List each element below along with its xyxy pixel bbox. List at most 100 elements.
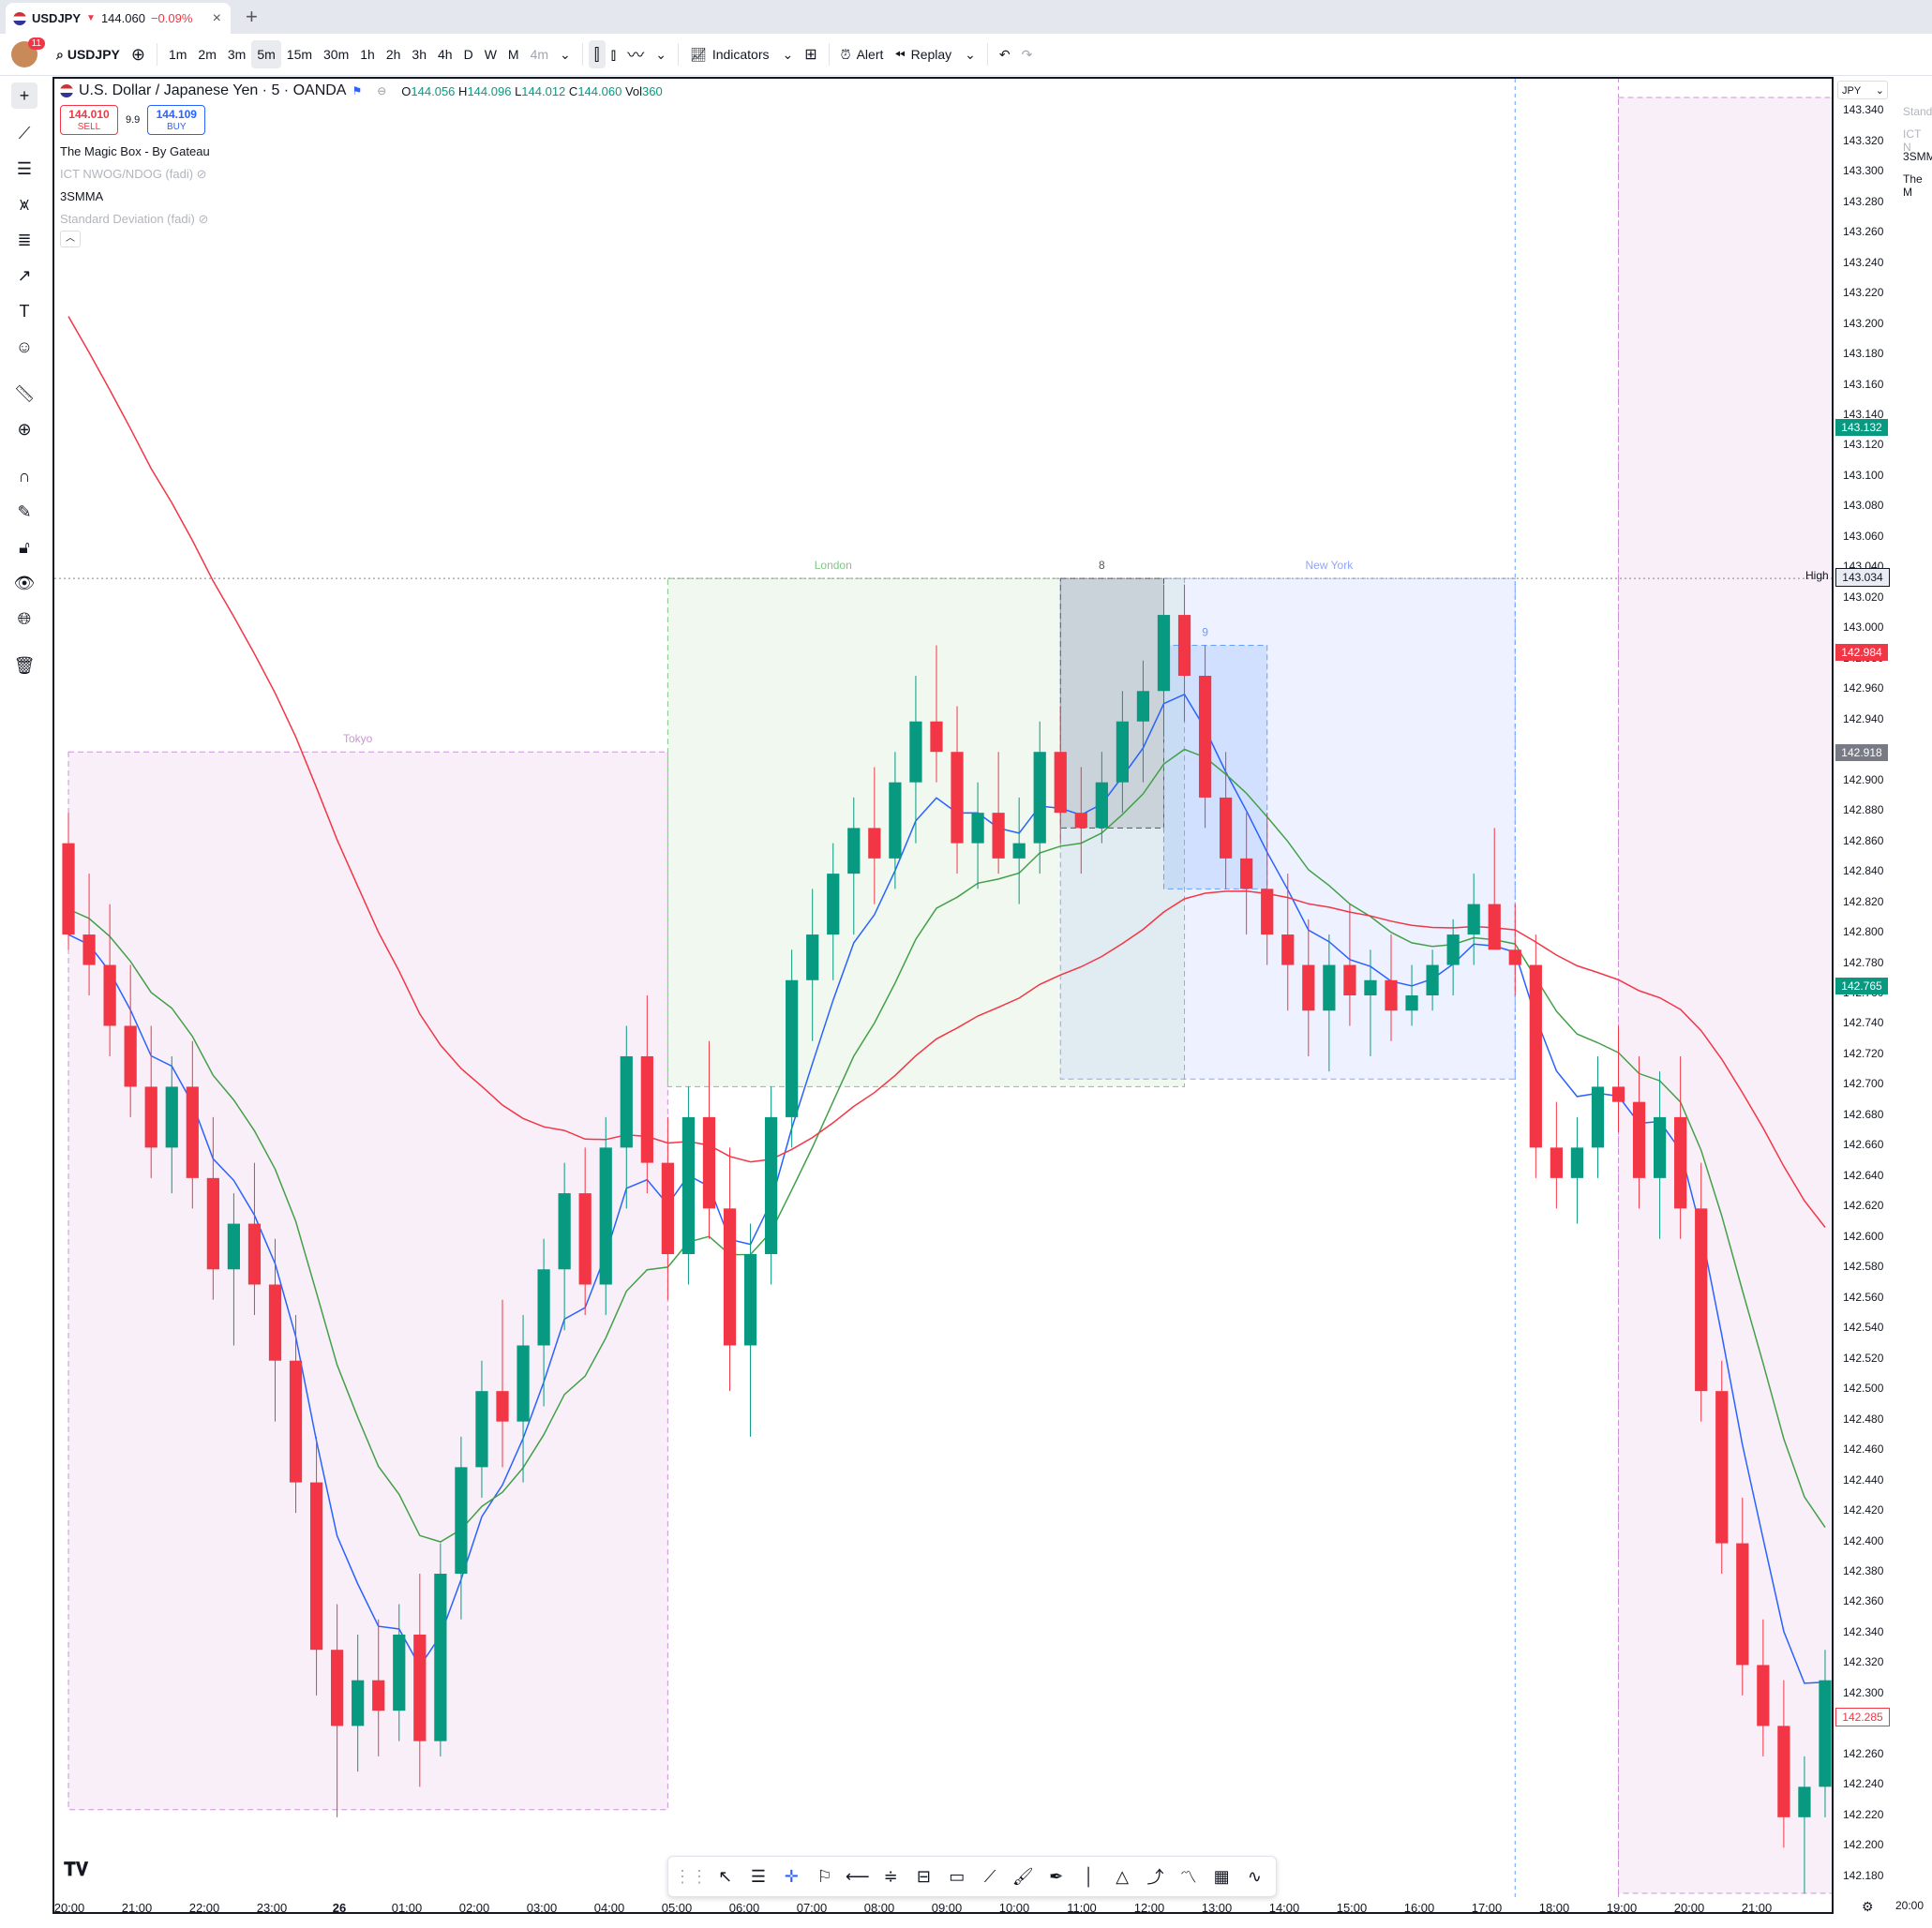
interval-m[interactable]: M [507,47,519,62]
tradingview-logo[interactable]: 𝐓𝐕 [64,1860,88,1881]
new-tab-button[interactable]: + [246,5,258,28]
interval-1m[interactable]: 1m [168,47,187,62]
interval-5m[interactable]: 5m [251,40,281,68]
interval-30m[interactable]: 30m [323,47,350,62]
symbol-title[interactable]: U.S. Dollar / Japanese Yen · 5 · OANDA [79,82,347,98]
price-label: 142.640 [1843,1168,1884,1182]
table-tool[interactable]: ▦ [1207,1861,1235,1891]
alert-button[interactable]: ⏰︎ Alert [835,40,890,68]
right-panel-indicator: The M [1903,172,1923,199]
eye-hidden-icon[interactable]: ⊘ [196,167,207,181]
compare-add-button[interactable]: ⊕ [126,40,151,68]
templates-button[interactable]: ⊞ [799,40,822,68]
cursor-tool[interactable]: ↖ [711,1861,739,1891]
indicators-button[interactable]: 📈︎ Indicators ⌄ [684,40,799,68]
interval-2m[interactable]: 2m [198,47,217,62]
projection-tool[interactable]: ↗ [11,262,37,289]
line-style-button[interactable]: 〰 [622,40,650,68]
vertical-line-tool[interactable]: │ [1075,1861,1102,1891]
interval-15m[interactable]: 15m [286,47,313,62]
indicator-3smma[interactable]: 3SMMA [60,189,104,203]
indicators-icon: 📈︎ [690,46,707,62]
bars-icon: ⫾ [610,44,617,64]
candle-body [1302,964,1315,1011]
eye-hidden-icon[interactable]: ⊘ [198,212,209,226]
interval-4m[interactable]: 4m [530,47,549,62]
candle-body [1281,934,1295,965]
horizontal-ray-tool[interactable]: ⟵ [844,1861,871,1891]
chart-type-dropdown[interactable]: ⌄ [650,40,672,68]
interval-3m[interactable]: 3m [227,47,247,62]
buy-button[interactable]: 144.109 BUY [147,105,206,135]
remove-drawings-tool[interactable]: 🗑︎ [11,652,37,679]
collapse-legend-button[interactable]: ︿ [60,231,81,247]
forecast-tool[interactable]: 〽 [1175,1861,1202,1891]
replay-button[interactable]: ⏪︎ Replay ⌄ [889,40,981,68]
price-tag: 142.765 [1835,977,1888,994]
symbol-search-button[interactable]: ⌕ USDJPY [51,40,126,68]
candle-body [806,934,819,980]
price-axis[interactable]: JPY ⌄ 143.340 143.320 143.300 143.280 143.26… [1805,77,1894,1895]
price-label: 143.320 [1843,133,1884,147]
tab-price: 144.060 [100,11,145,25]
interval-dropdown[interactable]: ⌄ [554,40,577,68]
path-tool[interactable]: ⤴ [1142,1861,1169,1891]
curve-tool[interactable]: ∿ [1241,1861,1268,1891]
crosshair-tool-2[interactable]: ✛ [778,1861,805,1891]
chart-pane[interactable]: Tokyo London New York 8 9 [52,77,1834,1914]
interval-4h[interactable]: 4h [437,47,453,62]
indicator-std-dev[interactable]: Standard Deviation (fadi) ⊘ [60,212,209,226]
indicator-nwog-ndog[interactable]: ICT NWOG/NDOG (fadi) ⊘ [60,167,207,181]
magnet-tool[interactable]: ∩ [11,463,37,489]
interval-1h[interactable]: 1h [360,47,375,62]
redo-button[interactable]: ↷ [1016,40,1039,68]
collapse-pill-icon[interactable]: ⊖ [377,84,387,97]
pen-tool[interactable]: ✒︎ [1042,1861,1070,1891]
position-tool[interactable]: ⊟ [910,1861,937,1891]
triangle-tool[interactable]: △ [1109,1861,1136,1891]
emoji-tool[interactable]: ☺ [11,334,37,360]
avatar[interactable]: 11 [11,37,45,67]
currency-selector[interactable]: JPY ⌄ [1837,81,1888,99]
sell-button[interactable]: 144.010 SELL [60,105,118,135]
browser-tab[interactable]: USDJPY ▼ 144.060 −0.09% × [6,3,231,34]
horizontal-lines-tool[interactable]: ☰ [11,156,37,182]
trend-line-tool[interactable]: ⟋ [11,120,37,146]
parallel-channel-tool[interactable]: ≑ [876,1861,904,1891]
flag-tool[interactable]: ⚐ [811,1861,838,1891]
trendline-tool[interactable]: ⟋ [976,1861,1003,1891]
crosshair-tool[interactable]: + [11,82,37,109]
stay-drawing-tool[interactable]: ✎ [11,499,37,525]
flag-marker-icon[interactable]: ⚑ [352,84,363,97]
interval-w[interactable]: W [484,47,497,62]
interval-2h[interactable]: 2h [385,47,401,62]
bar-style-button[interactable]: ⫾ [606,40,622,68]
candles-button[interactable]: ⫿ [588,40,606,68]
second-chart-panel[interactable]: Stand ICT N 3SMM The M 20:00 [1894,77,1932,1914]
price-chart-svg[interactable]: Tokyo London New York 8 9 [54,79,1832,1912]
brush-tool[interactable]: 🖌︎ [1010,1861,1037,1891]
hide-drawings-tool[interactable]: 👁︎ [11,570,37,596]
close-tab-icon[interactable]: × [212,9,221,26]
pattern-tool[interactable]: ⩙ [11,191,37,217]
price-label: 142.780 [1843,955,1884,969]
interval-d[interactable]: D [463,47,473,62]
ruler-tool[interactable]: 📏︎ [11,381,37,407]
time-axis[interactable]: 20:00 21:00 22:00 23:00 26 01:00 02:00 03:00 04:… [52,1895,1834,1920]
undo-button[interactable]: ↶ [994,40,1016,68]
drag-handle-icon[interactable]: ⋮⋮ [674,1866,708,1886]
sync-drawings-tool[interactable]: 🌐︎ [11,605,37,632]
fibonacci-icon: ≣ [17,230,32,249]
text-tool[interactable]: T [11,298,37,324]
lines-tool[interactable]: ☰ [744,1861,771,1891]
settings-gear-icon[interactable]: ⚙ [1862,1899,1874,1914]
zoom-tool[interactable]: ⊕ [11,416,37,442]
price-label: 142.340 [1843,1624,1884,1638]
lock-drawings-tool[interactable]: 🔓︎ [11,534,37,560]
interval-3h[interactable]: 3h [412,47,427,62]
rectangle-tool[interactable]: ▭ [943,1861,970,1891]
fib-tool[interactable]: ≣ [11,227,37,253]
indicator-magic-box[interactable]: The Magic Box - By Gateau [60,144,210,158]
candle-body [640,1055,653,1163]
alarm-clock-icon: ⏰︎ [840,46,851,62]
